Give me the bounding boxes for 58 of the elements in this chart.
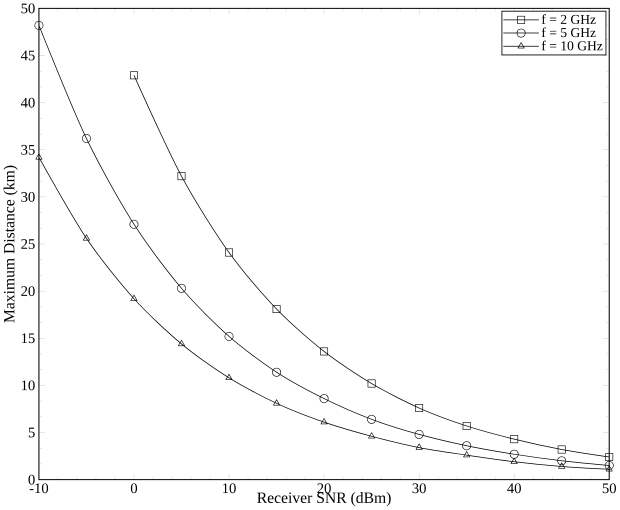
x-tick-label: 50 — [602, 484, 616, 494]
x-tick-label: 20 — [317, 484, 331, 494]
point — [558, 462, 566, 469]
point — [272, 368, 282, 377]
point — [414, 430, 424, 440]
point — [462, 441, 472, 450]
point — [177, 284, 186, 293]
point — [130, 294, 138, 301]
y-axis-title: Maximum Distance (km) — [3, 166, 18, 323]
legend-label: f = 2 GHz — [542, 14, 596, 24]
y-tick-label: 40 — [20, 98, 35, 108]
point — [557, 456, 566, 466]
y-tick-label: 5 — [28, 428, 35, 438]
point — [320, 348, 328, 356]
point — [320, 418, 328, 424]
point — [558, 446, 566, 454]
point — [415, 404, 424, 412]
y-tick-label: 10 — [22, 380, 35, 390]
point — [82, 134, 91, 144]
point — [368, 432, 376, 439]
x-tick-label: -10 — [30, 484, 48, 494]
point — [178, 172, 186, 180]
y-tick-label: 20 — [21, 286, 35, 296]
point — [273, 400, 280, 406]
y-tick-label: 15 — [22, 334, 35, 344]
point — [368, 380, 376, 388]
y-tick-label: 35 — [21, 145, 35, 155]
x-tick-label: 0 — [130, 484, 138, 494]
point — [226, 374, 232, 380]
point — [510, 458, 518, 464]
legend-label: f = 10 GHz — [542, 40, 602, 51]
x-tick-label: 10 — [223, 484, 236, 494]
point — [416, 444, 423, 450]
point — [82, 234, 90, 241]
point — [129, 220, 138, 229]
x-tick-label: 40 — [507, 484, 521, 494]
x-axis-title: Receiver SNR (dBm) — [257, 492, 391, 506]
point — [272, 305, 281, 314]
point — [35, 154, 42, 160]
point — [462, 422, 471, 430]
point — [130, 72, 138, 80]
point — [463, 451, 470, 458]
point — [367, 415, 376, 424]
point — [224, 332, 234, 342]
y-tick-label: 45 — [20, 50, 35, 61]
point — [510, 450, 519, 459]
y-tick-label: 30 — [21, 192, 35, 202]
point — [178, 340, 185, 346]
point — [225, 248, 233, 257]
legend-label: f = 5 GHz — [542, 28, 596, 38]
y-tick-label: 0 — [28, 474, 35, 485]
point — [34, 21, 44, 30]
point — [605, 453, 614, 462]
x-tick-label: 30 — [412, 484, 426, 494]
y-tick-label: 50 — [22, 4, 35, 14]
y-tick-label: 25 — [21, 239, 35, 250]
point — [510, 435, 518, 444]
point — [320, 394, 329, 404]
